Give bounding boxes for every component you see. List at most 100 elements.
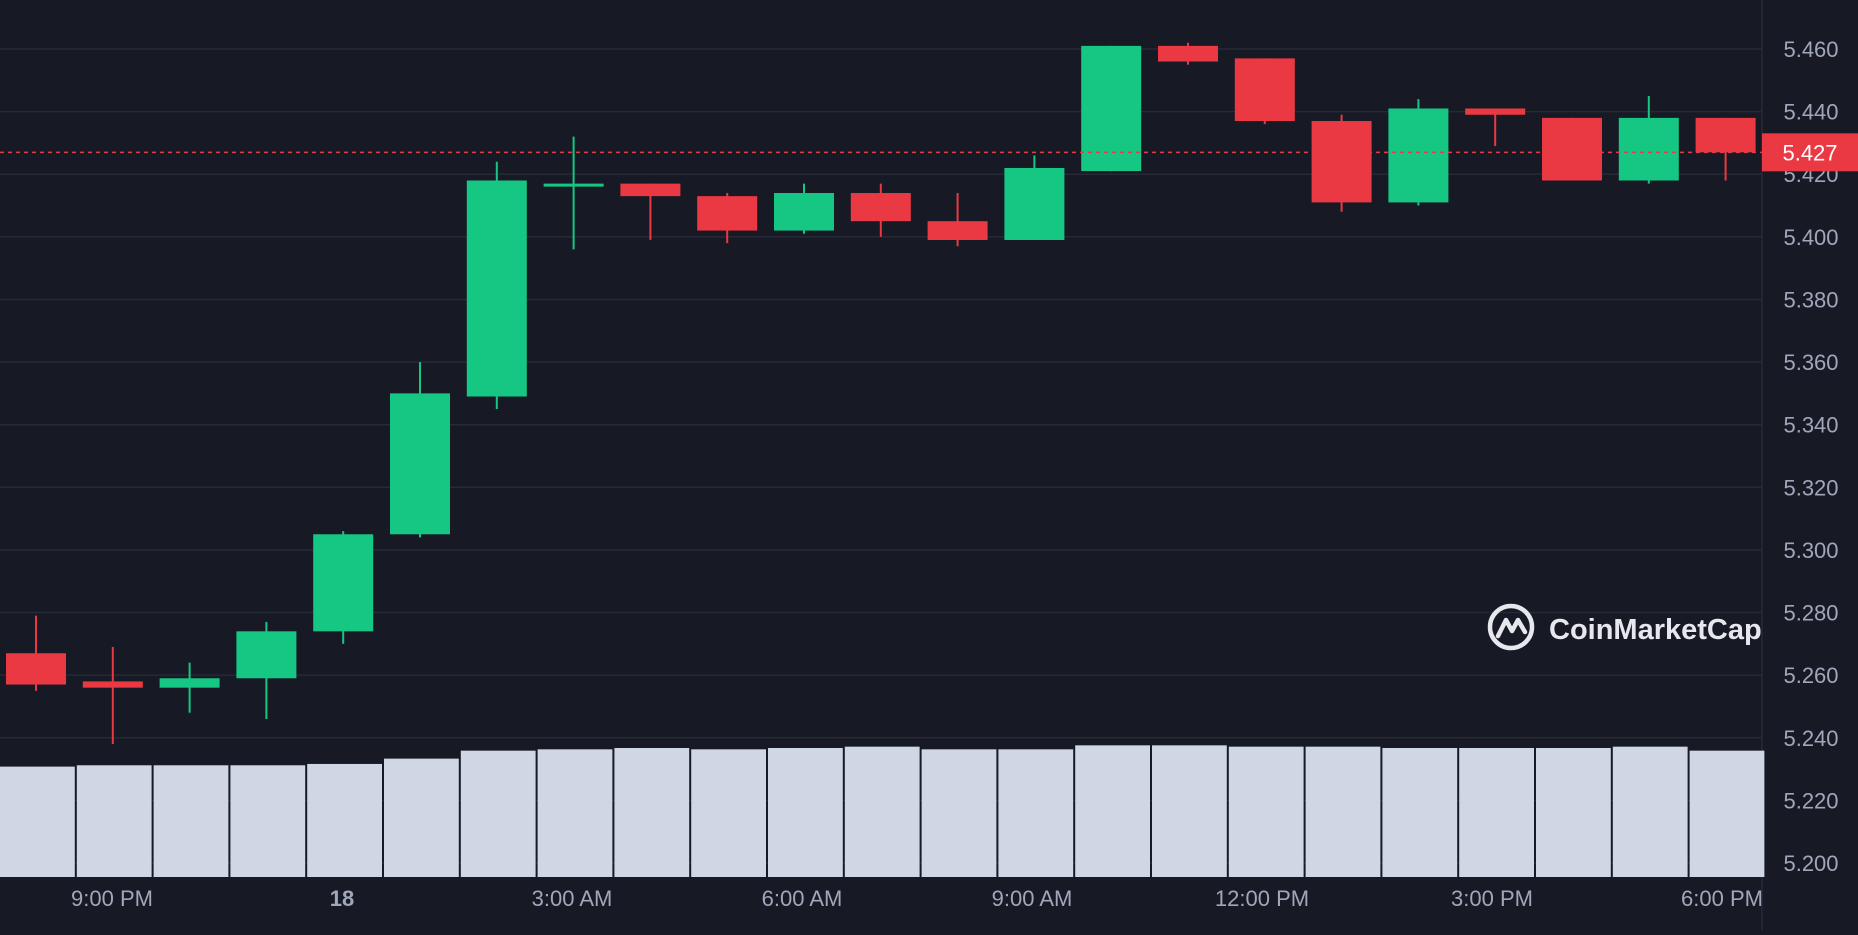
candle-body: [1542, 117, 1602, 181]
volume-bar: [998, 749, 1074, 877]
candle[interactable]: [313, 531, 374, 644]
x-axis: 9:00 PM 18 3:00 AM 6:00 AM 9:00 AM 12:00 PM 3:…: [71, 886, 1763, 911]
volume-bar: [1612, 746, 1688, 877]
candle-body: [1618, 117, 1679, 181]
candle[interactable]: [1465, 108, 1526, 147]
x-tick-label: 12:00 PM: [1215, 886, 1309, 911]
volume-bar: [1305, 746, 1381, 877]
volume-bar: [844, 746, 920, 877]
y-tick-label: 5.360: [1783, 350, 1838, 375]
coinmarketcap-logo-icon: [1487, 603, 1535, 651]
candle-body: [6, 653, 66, 685]
candle[interactable]: [159, 662, 220, 713]
candle-body: [1004, 167, 1065, 240]
candle[interactable]: [1004, 155, 1065, 240]
y-tick-label: 5.300: [1783, 538, 1838, 563]
candle[interactable]: [1311, 114, 1372, 212]
x-tick-label: 6:00 PM: [1681, 886, 1763, 911]
volume-bar: [1228, 746, 1304, 877]
logo-wordmark: CoinMarketCap: [1549, 614, 1762, 646]
candle-body: [543, 183, 604, 187]
candle[interactable]: [1695, 117, 1756, 181]
candle-body: [1081, 45, 1142, 172]
coinmarketcap-logo: CoinMarketCap: [1487, 603, 1762, 651]
y-tick-label: 5.320: [1783, 475, 1838, 500]
candle-body: [1695, 117, 1756, 153]
candle-body: [82, 681, 143, 688]
candle-body: [774, 193, 834, 231]
candle[interactable]: [236, 621, 297, 719]
candle[interactable]: [466, 161, 527, 410]
volume-bar: [307, 763, 382, 877]
x-tick-label: 9:00 PM: [71, 886, 153, 911]
volume-bar: [691, 749, 766, 877]
x-tick-label: 18: [330, 886, 354, 911]
candle[interactable]: [1618, 95, 1679, 184]
candle-body: [850, 193, 911, 222]
candle[interactable]: [850, 183, 911, 237]
y-tick-label: 5.380: [1783, 287, 1838, 312]
y-tick-label: 5.200: [1783, 851, 1838, 876]
x-tick-label: 3:00 PM: [1451, 886, 1533, 911]
candle-body: [1388, 108, 1449, 203]
volume-bar: [0, 766, 75, 877]
current-price-label: 5.427: [1782, 140, 1837, 165]
y-tick-label: 5.400: [1783, 225, 1838, 250]
candle[interactable]: [1234, 58, 1295, 125]
candle-body: [1311, 121, 1372, 203]
x-tick-label: 3:00 AM: [532, 886, 613, 911]
candles: [6, 42, 1756, 745]
volume-bar: [230, 765, 306, 877]
current-price-tag-bg: [1762, 133, 1858, 172]
candle[interactable]: [697, 193, 758, 244]
y-tick-label: 5.340: [1783, 413, 1838, 438]
x-tick-label: 6:00 AM: [762, 886, 843, 911]
candle-body: [927, 221, 988, 240]
volume-bars: [0, 745, 1765, 877]
candle-body: [390, 393, 450, 535]
volume-bar: [1536, 747, 1611, 877]
volume-bar: [537, 749, 613, 877]
candle-body: [620, 183, 681, 197]
volume-bar: [153, 765, 229, 877]
candle[interactable]: [390, 362, 450, 538]
y-tick-label: 5.460: [1783, 37, 1838, 62]
candle[interactable]: [1542, 117, 1602, 181]
volume-bar: [384, 758, 459, 877]
candle-body: [1234, 58, 1295, 122]
y-tick-label: 5.220: [1783, 788, 1838, 813]
volume-bar: [614, 747, 690, 877]
candle[interactable]: [1081, 45, 1142, 172]
y-axis: 5.4605.4405.4205.4005.3805.3605.3405.320…: [1783, 37, 1838, 876]
candle[interactable]: [543, 136, 604, 250]
y-tick-label: 5.440: [1783, 100, 1838, 125]
volume-bar: [76, 765, 152, 877]
candle-body: [313, 534, 374, 632]
candle-body: [1465, 108, 1526, 115]
current-price-tag: 5.427: [1762, 133, 1858, 172]
volume-bar: [460, 750, 536, 877]
candle-body: [159, 678, 220, 688]
volume-bar: [1152, 745, 1227, 877]
x-tick-label: 9:00 AM: [992, 886, 1073, 911]
candle[interactable]: [1388, 99, 1449, 206]
candle[interactable]: [6, 615, 66, 691]
candle-body: [466, 180, 527, 397]
candle[interactable]: [620, 183, 681, 240]
candle[interactable]: [927, 193, 988, 247]
candle-body: [236, 631, 297, 679]
volume-bar: [1075, 745, 1150, 877]
candle[interactable]: [1158, 42, 1218, 65]
volume-bar: [768, 747, 843, 877]
candle[interactable]: [82, 646, 143, 745]
volume-bar: [1459, 747, 1534, 877]
y-tick-label: 5.280: [1783, 601, 1838, 626]
volume-bar: [1689, 750, 1765, 877]
volume-bar: [921, 749, 997, 877]
y-tick-label: 5.260: [1783, 663, 1838, 688]
candle[interactable]: [774, 183, 834, 234]
volume-bar: [1382, 747, 1458, 877]
candle-body: [697, 196, 758, 231]
